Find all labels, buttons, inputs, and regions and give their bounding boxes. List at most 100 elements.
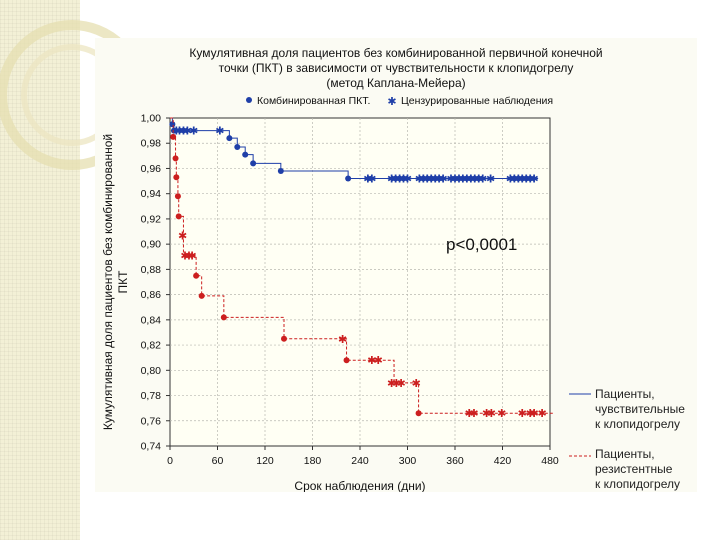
- censored-mark-sensitive: ✱: [506, 174, 515, 186]
- censored-mark-sensitive: ✱: [419, 174, 428, 186]
- side-legend-sensitive-line-1: Пациенты,: [595, 387, 655, 401]
- x-tick-label: 360: [446, 455, 464, 467]
- censored-mark-resistant: ✱: [487, 408, 496, 420]
- x-tick-label: 60: [212, 455, 224, 467]
- event-point-resistant: [415, 410, 422, 417]
- censored-mark-resistant: ✱: [188, 251, 197, 263]
- censored-mark-resistant: ✱: [338, 334, 347, 346]
- censored-mark-sensitive: ✱: [478, 174, 487, 186]
- censored-mark-sensitive: ✱: [215, 126, 224, 138]
- censored-mark-resistant: ✱: [482, 408, 491, 420]
- censored-mark-resistant: ✱: [497, 408, 506, 420]
- censored-mark-sensitive: ✱: [510, 174, 519, 186]
- censored-mark-sensitive: ✱: [446, 174, 455, 186]
- censored-mark-sensitive: ✱: [458, 174, 467, 186]
- side-legend-resistant-line-3: к клопидогрелу: [595, 477, 680, 491]
- censored-mark-sensitive: ✱: [189, 126, 198, 138]
- censored-mark-resistant: ✱: [184, 251, 193, 263]
- censored-mark-sensitive: ✱: [387, 174, 396, 186]
- y-tick-label: 0,82: [141, 340, 162, 352]
- censored-mark-sensitive: ✱: [367, 174, 376, 186]
- censored-mark-resistant: ✱: [392, 378, 401, 390]
- x-tick-label: 240: [351, 455, 369, 467]
- censored-mark-sensitive: ✱: [435, 174, 444, 186]
- censored-mark-resistant: ✱: [469, 408, 478, 420]
- legend-event-marker: [246, 97, 252, 103]
- event-point-sensitive: [242, 151, 249, 158]
- censored-mark-sensitive: ✱: [474, 174, 483, 186]
- censored-mark-sensitive: ✱: [183, 126, 192, 138]
- y-tick-label: 1,00: [141, 113, 162, 125]
- x-tick-label: 180: [304, 455, 322, 467]
- event-point-sensitive: [226, 135, 233, 142]
- chart-panel: Кумулятивная доля пациентов без комбинир…: [95, 38, 697, 492]
- y-axis-label-line-2: ПКТ: [116, 270, 130, 294]
- side-legend-resistant-line-1: Пациенты,: [595, 447, 655, 461]
- y-tick-label: 0,90: [141, 239, 162, 251]
- censored-mark-resistant: ✱: [537, 408, 546, 420]
- side-legend-sensitive-line-2: чувствительные: [595, 402, 685, 416]
- title-line-2: точки (ПКТ) в зависимости от чувствитель…: [219, 61, 574, 75]
- censored-mark-sensitive: ✱: [439, 174, 448, 186]
- censored-mark-sensitive: ✱: [462, 174, 471, 186]
- censored-mark-resistant: ✱: [180, 251, 189, 263]
- y-tick-label: 0,92: [141, 213, 162, 225]
- x-axis-label: Срок наблюдения (дни): [294, 479, 425, 492]
- censored-mark-sensitive: ✱: [431, 174, 440, 186]
- censored-mark-sensitive: ✱: [454, 174, 463, 186]
- censored-mark-sensitive: ✱: [526, 174, 535, 186]
- censored-mark-sensitive: ✱: [363, 174, 372, 186]
- censored-mark-sensitive: ✱: [179, 126, 188, 138]
- legend-censored-marker: ✱: [387, 96, 396, 108]
- series-group: ✱✱✱✱ ✱✱✱ ✱✱✱✱✱ ✱✱✱✱✱✱✱✱✱✱✱✱✱✱✱✱✱ ✱✱✱✱✱✱✱✱✱✱✱…: [169, 117, 554, 420]
- censored-mark-resistant: ✱: [397, 378, 406, 390]
- km-chart: Кумулятивная доля пациентов без комбинир…: [101, 46, 685, 492]
- censored-mark-resistant: ✱: [374, 355, 383, 367]
- censored-mark-resistant: ✱: [178, 230, 187, 242]
- x-tick-label: 480: [541, 455, 559, 467]
- y-axis-label-line-1: Кумулятивная доля пациентов без комбинир…: [101, 134, 115, 430]
- y-tick-label: 0,96: [141, 163, 162, 175]
- x-axis-ticks: 0 60 120 180 240 300 360 420 480: [167, 446, 559, 467]
- series-sensitive: ✱✱✱✱✱✱✱✱✱✱✱✱✱✱✱✱✱✱✱✱✱✱✱✱✱✱✱✱✱✱✱✱✱✱✱✱✱: [169, 117, 539, 186]
- chart-title: Кумулятивная доля пациентов без комбинир…: [189, 46, 602, 90]
- censored-mark-sensitive: ✱: [427, 174, 436, 186]
- event-point-sensitive: [234, 144, 241, 151]
- censored-mark-resistant: ✱: [387, 378, 396, 390]
- x-tick-label: 300: [399, 455, 417, 467]
- event-point-sensitive: [277, 167, 284, 174]
- y-tick-label: 0,98: [141, 138, 162, 150]
- y-tick-label: 0,94: [141, 188, 162, 200]
- title-line-1: Кумулятивная доля пациентов без комбинир…: [189, 46, 602, 60]
- y-tick-label: 0,88: [141, 264, 162, 276]
- event-point-sensitive: [170, 127, 177, 134]
- event-point-sensitive: [345, 175, 352, 182]
- event-point-resistant: [174, 193, 181, 200]
- event-point-resistant: [170, 133, 177, 140]
- legend-event-label: Комбинированная ПКТ.: [257, 95, 370, 107]
- event-point-sensitive: [169, 121, 176, 128]
- y-axis-ticks: 0,74 0,76 0,78 0,80 0,82 0,84 0,86 0,88 0,90 0,92…: [141, 113, 170, 453]
- legend-censored-label: Цензурированные наблюдения: [401, 95, 553, 107]
- side-legend: Пациенты, чувствительные к клопидогрелу …: [569, 387, 685, 491]
- y-tick-label: 0,76: [141, 415, 162, 427]
- top-legend: Комбинированная ПКТ. ✱ Цензурированные н…: [246, 95, 553, 108]
- y-tick-label: 0,74: [141, 441, 162, 453]
- censored-mark-sensitive: ✱: [486, 174, 495, 186]
- event-point-resistant: [175, 213, 182, 220]
- decorative-side-strip: [0, 0, 80, 540]
- censored-mark-sensitive: ✱: [403, 174, 412, 186]
- event-point-resistant: [281, 335, 287, 342]
- censored-mark-sensitive: ✱: [415, 174, 424, 186]
- censored-mark-sensitive: ✱: [399, 174, 408, 186]
- censored-mark-sensitive: ✱: [470, 174, 479, 186]
- y-tick-label: 0,80: [141, 365, 162, 377]
- series-resistant: ✱✱✱✱✱✱✱✱✱✱ ✱✱✱ ✱✱ ✱ ✱✱✱✱: [170, 117, 554, 420]
- event-point-resistant: [198, 292, 205, 299]
- x-tick-label: 120: [256, 455, 274, 467]
- censored-mark-sensitive: ✱: [450, 174, 459, 186]
- side-legend-sensitive-line-3: к клопидогрелу: [595, 417, 680, 431]
- censored-mark-resistant: ✱: [526, 408, 535, 420]
- censored-mark-resistant: ✱: [412, 378, 421, 390]
- censored-mark-sensitive: ✱: [395, 174, 404, 186]
